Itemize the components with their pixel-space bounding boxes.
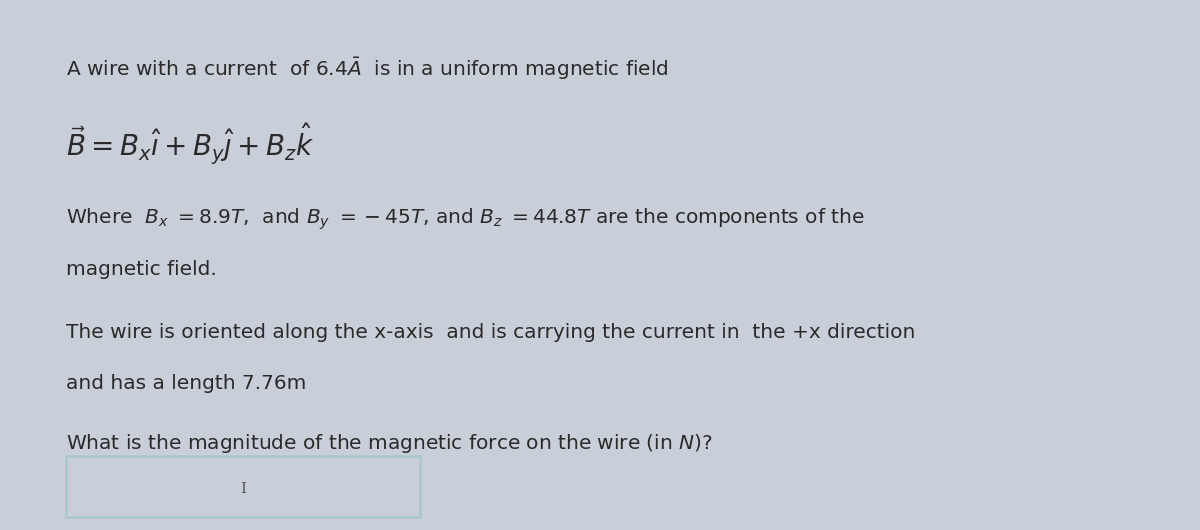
FancyBboxPatch shape [66,456,420,517]
Text: $\vec{B} = B_x\hat{\imath} + B_y\hat{\jmath} + B_z\hat{k}$: $\vec{B} = B_x\hat{\imath} + B_y\hat{\jm… [66,122,314,167]
Text: and has a length 7.76m: and has a length 7.76m [66,374,306,393]
Text: What is the magnitude of the magnetic force on the wire (in $\mathit{N}$)?: What is the magnitude of the magnetic fo… [66,432,713,455]
Text: magnetic field.: magnetic field. [66,260,217,279]
Text: I: I [240,482,246,496]
Text: Where  $B_x$ $=8.9T$,  and $B_y$ $=-45T$, and $B_z$ $=44.8T$ are the components : Where $B_x$ $=8.9T$, and $B_y$ $=-45T$, … [66,207,865,232]
Text: A wire with a current  of 6.4$\bar{A}$  is in a uniform magnetic field: A wire with a current of 6.4$\bar{A}$ is… [66,56,668,82]
Text: The wire is oriented along the x-axis  and is carrying the current in  the +x di: The wire is oriented along the x-axis an… [66,323,916,342]
